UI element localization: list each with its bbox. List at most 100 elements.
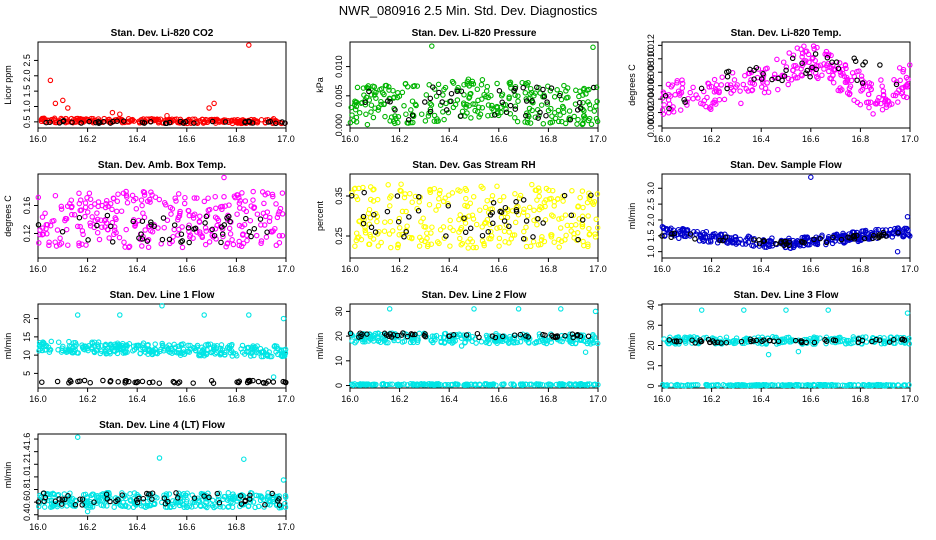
data-point <box>58 203 65 210</box>
data-point <box>270 374 277 380</box>
data-point <box>202 225 209 231</box>
data-point <box>672 92 678 98</box>
data-point <box>576 216 582 222</box>
data-point <box>394 382 401 388</box>
data-point <box>727 82 734 88</box>
data-point <box>238 501 245 507</box>
data-point <box>65 493 71 499</box>
data-point <box>575 204 581 210</box>
data-point <box>802 48 809 55</box>
data-point <box>568 222 575 229</box>
data-point <box>590 44 596 51</box>
data-point <box>813 74 820 80</box>
data-point <box>126 243 133 250</box>
data-point <box>89 344 95 351</box>
data-point <box>818 382 824 388</box>
data-point <box>43 226 49 232</box>
data-point <box>282 120 288 126</box>
data-point <box>704 382 710 389</box>
y-tick-label: 0.8 <box>22 483 32 496</box>
data-point <box>218 239 224 246</box>
data-point <box>895 229 901 236</box>
data-point <box>498 109 504 116</box>
data-point <box>512 332 518 338</box>
data-point <box>351 117 357 124</box>
data-point <box>749 242 755 249</box>
data-point <box>160 215 167 221</box>
data-point <box>684 382 691 388</box>
data-point <box>156 196 163 203</box>
data-point <box>829 59 835 65</box>
data-point <box>352 339 358 346</box>
data-point <box>483 88 490 94</box>
data-point <box>508 381 514 387</box>
data-point <box>477 207 483 213</box>
data-point <box>258 238 265 244</box>
data-point <box>512 106 519 112</box>
data-point <box>190 235 196 241</box>
plot-frame <box>349 173 599 259</box>
data-point <box>463 195 469 202</box>
data-point <box>586 231 593 238</box>
y-tick-label: 0.002 <box>646 101 656 124</box>
data-point <box>187 346 194 352</box>
data-point <box>427 108 434 115</box>
data-point <box>526 105 533 112</box>
y-tick-label: 0.12 <box>22 225 32 243</box>
data-point <box>594 191 601 197</box>
data-point <box>719 74 725 80</box>
data-point <box>395 241 401 248</box>
x-tick-label: 17.0 <box>277 134 295 144</box>
data-point <box>264 493 271 500</box>
data-point <box>251 226 258 232</box>
data-point <box>123 226 129 233</box>
data-point <box>499 99 505 106</box>
data-point <box>403 229 409 235</box>
data-point <box>770 240 776 246</box>
data-point <box>788 77 795 83</box>
x-tick-label: 16.2 <box>79 134 97 144</box>
data-point <box>370 83 376 89</box>
data-point <box>156 455 163 461</box>
data-point <box>424 235 430 242</box>
data-point <box>900 231 907 237</box>
data-point <box>785 81 791 88</box>
data-point <box>473 244 479 251</box>
y-axis-label: degrees C <box>627 64 637 106</box>
data-point <box>82 502 89 508</box>
data-point <box>441 86 447 93</box>
x-tick-label: 16.2 <box>703 134 721 144</box>
data-point <box>130 218 136 225</box>
data-point <box>41 504 48 510</box>
data-point <box>517 331 524 338</box>
data-point <box>835 65 842 72</box>
data-point <box>172 195 178 201</box>
data-point <box>504 338 510 344</box>
data-point <box>830 79 837 86</box>
data-point <box>489 102 495 109</box>
data-point <box>851 55 857 62</box>
data-point <box>534 84 540 91</box>
data-point <box>198 503 204 510</box>
data-point <box>175 343 182 350</box>
data-point <box>395 337 401 344</box>
data-point <box>506 240 512 246</box>
data-point <box>435 118 441 124</box>
data-point <box>63 216 70 222</box>
data-point <box>803 235 810 242</box>
data-point <box>191 495 198 501</box>
data-point <box>725 338 731 344</box>
data-point <box>141 192 148 198</box>
x-tick-label: 16.6 <box>802 264 820 274</box>
data-point <box>812 57 818 64</box>
data-point <box>104 226 111 233</box>
data-point <box>197 231 203 237</box>
x-tick-label: 17.0 <box>589 134 607 144</box>
data-point <box>243 215 249 222</box>
data-point <box>357 330 363 336</box>
data-point <box>246 42 252 48</box>
data-point <box>39 379 45 385</box>
data-point <box>270 116 277 122</box>
data-point <box>799 239 806 245</box>
data-point <box>409 98 416 104</box>
